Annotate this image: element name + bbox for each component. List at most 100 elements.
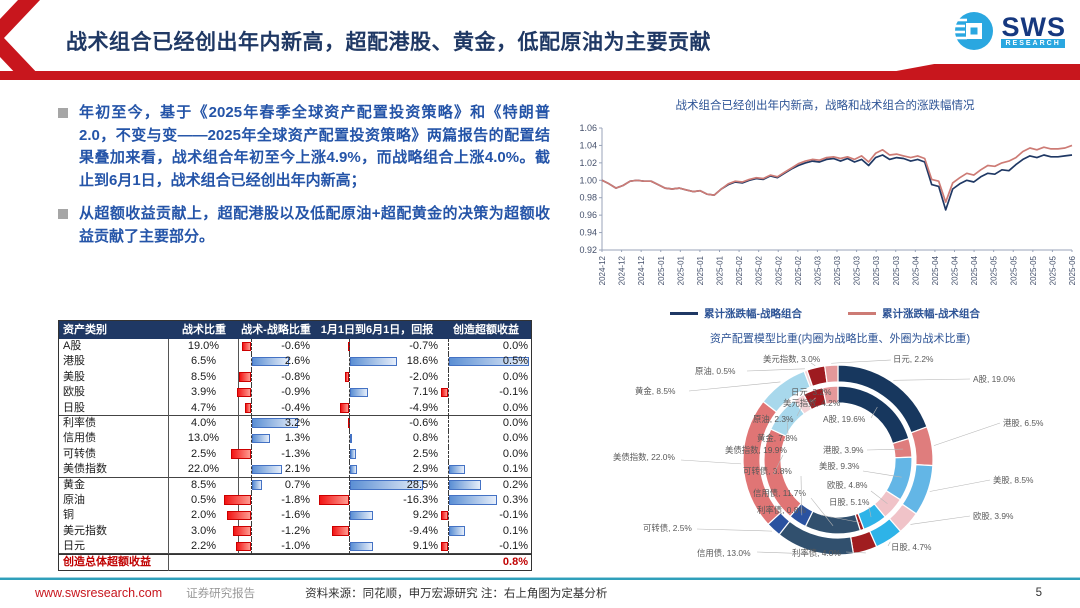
series-line: [601, 144, 1073, 203]
zero-axis: [448, 508, 449, 524]
footer-site-link[interactable]: www.swsresearch.com: [35, 586, 163, 600]
tactical-weight: 8.5%: [169, 477, 239, 493]
zero-axis: [448, 523, 449, 540]
table-row: 原油 0.5% -1.8% -16.3% 0.3%: [59, 492, 531, 509]
x-tick-label: 2025-06: [1068, 255, 1077, 285]
bar-cell: -1.2%: [232, 523, 313, 540]
data-bar: [349, 387, 368, 398]
x-tick-label: 2024-12: [618, 255, 627, 285]
data-bar: [349, 433, 352, 444]
x-tick-label: 2025-04: [951, 255, 960, 285]
zero-axis: [448, 415, 449, 432]
asset-name: 美债指数: [59, 462, 169, 478]
data-bar: [441, 510, 448, 521]
x-tick-label: 2025-03: [833, 255, 842, 285]
label-leader-line: [893, 378, 971, 381]
table-row: 美债指数 22.0% 2.1% 2.9% 0.1%: [59, 462, 531, 478]
label-leader-line: [870, 406, 878, 419]
bullet-square-icon: [58, 108, 68, 118]
empty-cell: [239, 555, 313, 570]
bar-cell: -0.1%: [441, 508, 531, 524]
cell-value: -9.4%: [409, 524, 438, 537]
bar-cell: -16.3%: [313, 492, 441, 509]
data-bar: [251, 433, 271, 444]
data-bar: [345, 372, 349, 382]
cell-value: -0.4%: [281, 401, 310, 414]
table-body: A股 19.0% -0.6% -0.7% 0.0% 港股 6.5% 2.6% 18.6% 0.5%…: [59, 339, 531, 571]
page-title: 战术组合已经创出年内新高，超配港股、黄金，低配原油为主要贡献: [66, 31, 711, 54]
data-bar: [319, 495, 349, 505]
empty-cell: [313, 555, 441, 570]
cell-value: -2.0%: [409, 370, 438, 383]
cell-value: 0.0%: [502, 416, 528, 429]
cell-value: 0.0%: [502, 401, 528, 414]
footer-page-number: 5: [1035, 587, 1042, 599]
legend-item-tactical: 累计涨跌幅-战术组合: [848, 306, 980, 321]
bar-cell: -0.6%: [313, 415, 441, 432]
table-row: 可转债 2.5% -1.3% 2.5% 0.0%: [59, 446, 531, 463]
donut-label: 信用债, 11.7%: [753, 488, 806, 498]
table-row: A股 19.0% -0.6% -0.7% 0.0%: [59, 339, 531, 355]
label-leader-line: [868, 506, 872, 518]
donut-label: 可转债, 2.5%: [643, 523, 692, 533]
zero-axis: [349, 385, 350, 401]
bullet-item: 年初至今，基于《2025年春季全球资产配置投资策略》和《特朗普2.0，不变与变—…: [58, 102, 550, 192]
table-row: 铜 2.0% -1.6% 9.2% -0.1%: [59, 508, 531, 524]
x-tick-label: 2025-01: [657, 255, 666, 285]
y-tick-label: 1.02: [579, 158, 597, 168]
cell-value: -0.6%: [409, 416, 438, 429]
table-row: 日股 4.7% -0.4% -4.9% 0.0%: [59, 400, 531, 416]
zero-axis: [349, 446, 350, 463]
logo-sub-text: RESEARCH: [1001, 38, 1065, 48]
label-leader-line: [746, 368, 805, 372]
zero-axis: [251, 492, 252, 509]
x-tick-label: 2025-05: [1048, 255, 1057, 285]
bar-cell: 0.8%: [313, 431, 441, 447]
zero-axis: [251, 431, 252, 447]
line-chart: 0.92 0.94 0.96 0.98 1.00 1.02 1.04 1.06 2024-12 2…: [579, 123, 1077, 285]
data-bar: [441, 541, 448, 552]
zero-axis: [349, 369, 350, 386]
zero-axis: [349, 462, 350, 478]
cell-value: 0.1%: [502, 524, 528, 537]
x-tick-label: 2025-05: [1029, 255, 1038, 285]
data-bar: [251, 480, 262, 490]
cell-value: 1.3%: [284, 432, 310, 445]
logo-brand-text: SWS: [1001, 11, 1066, 42]
bar-cell: -1.8%: [223, 492, 313, 509]
table-row: 港股 6.5% 2.6% 18.6% 0.5%: [59, 354, 531, 370]
donut-label: 黄金, 8.5%: [635, 386, 676, 396]
total-excess-value: 0.8%: [502, 556, 528, 569]
y-tick-label: 0.92: [579, 245, 597, 255]
donut-label: A股, 19.0%: [973, 374, 1016, 384]
asset-name: 欧股: [59, 385, 169, 401]
zero-axis: [251, 508, 252, 524]
asset-name: 铜: [59, 508, 169, 524]
asset-name: 日股: [59, 400, 169, 416]
header-chevron-icon: [0, 0, 40, 76]
bar-cell: 0.1%: [441, 523, 531, 540]
bar-cell: 0.0%: [441, 415, 531, 432]
cell-value: -1.8%: [281, 493, 310, 506]
bullet-item: 从超额收益贡献上，超配港股以及低配原油+超配黄金的决策为超额收益贡献了主要部分。: [58, 203, 550, 248]
zero-axis: [251, 462, 252, 478]
zero-axis: [251, 369, 252, 386]
donut-label: 日元, 2.2%: [893, 354, 934, 364]
label-leader-line: [870, 490, 888, 504]
table-total-row: 创造总体超额收益 0.8%: [59, 554, 531, 571]
footer-report-type: 证券研究报告: [186, 588, 256, 600]
data-bar: [331, 526, 349, 536]
cell-value: -0.6%: [281, 340, 310, 352]
cell-value: 9.2%: [412, 509, 438, 522]
bar-cell: 1.3%: [239, 431, 313, 447]
bar-cell: 0.5%: [441, 354, 531, 370]
label-leader-line: [866, 448, 904, 451]
bar-cell: 7.1%: [313, 385, 441, 401]
line-chart-legend: 累计涨跌幅-战略组合 累计涨跌幅-战术组合: [595, 306, 1055, 321]
x-tick-label: 2025-02: [735, 255, 744, 285]
donut-label: 美元指数, 3.0%: [763, 354, 821, 364]
tactical-weight: 22.0%: [169, 462, 239, 478]
bar-cell: 0.2%: [441, 477, 531, 493]
donut-label: 原油, 2.3%: [753, 414, 794, 424]
label-leader-line: [831, 359, 892, 364]
